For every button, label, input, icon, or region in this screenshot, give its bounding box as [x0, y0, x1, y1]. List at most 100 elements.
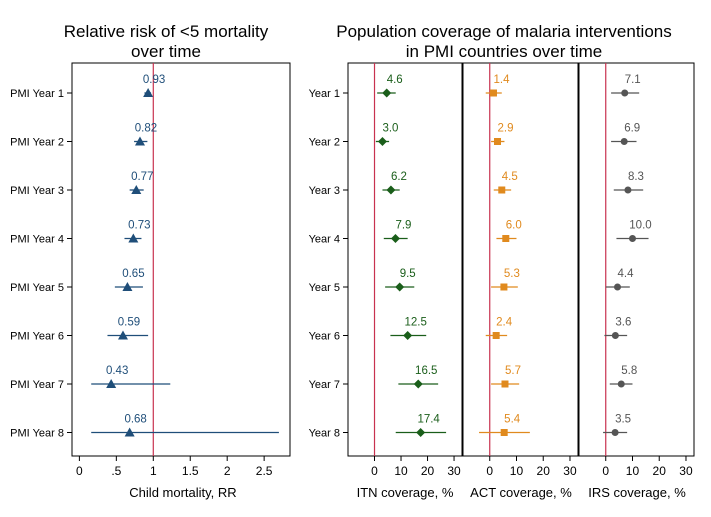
irs-point — [624, 186, 632, 194]
act-plot-frame — [462, 62, 579, 457]
right-category-label: Year 7 — [309, 379, 340, 391]
itn-value-label: 17.4 — [417, 414, 440, 426]
act-point — [502, 235, 510, 242]
right-category-label: Year 5 — [309, 282, 340, 294]
itn-point — [416, 428, 426, 437]
act-value-label: 2.9 — [498, 123, 514, 135]
right-category-label: Year 3 — [309, 185, 340, 197]
act-point — [498, 186, 506, 194]
relative-risk-panel: Relative risk of <5 mortality over time … — [10, 22, 291, 500]
rr-value-label: 0.59 — [118, 317, 140, 329]
irs-x-tick-label: 30 — [679, 464, 693, 478]
left-x-tick-label: 1 — [150, 464, 157, 478]
act-value-label: 5.3 — [504, 268, 520, 280]
act-point — [501, 380, 509, 388]
itn-value-label: 12.5 — [404, 317, 426, 329]
rr-value-label: 0.93 — [143, 74, 165, 86]
rr-value-label: 0.68 — [124, 414, 146, 426]
left-x-tick-label: 1.5 — [182, 464, 199, 478]
left-category-label: PMI Year 7 — [10, 379, 64, 391]
act-x-tick-label: 30 — [563, 464, 577, 478]
irs-point — [611, 429, 619, 436]
itn-point — [377, 137, 387, 146]
itn-value-label: 16.5 — [415, 365, 437, 377]
irs-x-tick-label: 10 — [626, 464, 640, 478]
itn-plot-frame — [347, 62, 463, 457]
itn-point — [395, 282, 405, 292]
left-x-tick-label: 0 — [76, 464, 83, 478]
irs-point — [617, 380, 625, 388]
irs-point — [611, 332, 619, 339]
right-category-label: Year 6 — [309, 331, 340, 343]
act-value-label: 4.5 — [502, 171, 518, 183]
irs-point — [621, 89, 629, 97]
left-category-label: PMI Year 5 — [10, 282, 64, 294]
irs-plot-frame — [578, 62, 695, 457]
rr-point — [134, 136, 145, 146]
irs-value-label: 6.9 — [624, 123, 640, 135]
act-point — [500, 429, 508, 436]
right-chart-title-line-2: in PMI countries over time — [406, 42, 603, 61]
act-value-label: 6.0 — [506, 220, 522, 232]
left-category-label: PMI Year 6 — [10, 331, 64, 343]
irs-value-label: 5.8 — [621, 365, 637, 377]
rr-point — [106, 379, 117, 388]
itn-x-tick-label: 30 — [447, 464, 461, 478]
irs-point — [620, 138, 628, 145]
irs-x-axis-label: IRS coverage, % — [588, 485, 686, 500]
left-category-label: PMI Year 4 — [10, 234, 64, 246]
rr-point — [131, 185, 142, 194]
act-point — [494, 138, 501, 145]
act-x-tick-label: 0 — [486, 464, 493, 478]
irs-value-label: 4.4 — [618, 268, 635, 280]
left-plot-frame — [71, 62, 291, 457]
itn-x-tick-label: 20 — [421, 464, 435, 478]
right-category-label: Year 2 — [309, 137, 340, 149]
left-x-axis-label: Child mortality, RR — [129, 485, 236, 500]
irs-point — [614, 283, 622, 291]
act-value-label: 5.4 — [504, 414, 521, 426]
act-value-label: 5.7 — [505, 365, 521, 377]
act-x-tick-label: 10 — [510, 464, 524, 478]
right-category-label: Year 1 — [309, 88, 340, 100]
left-category-label: PMI Year 1 — [10, 88, 64, 100]
irs-value-label: 8.3 — [628, 171, 644, 183]
rr-point — [117, 330, 128, 340]
itn-point — [403, 331, 413, 340]
itn-value-label: 6.2 — [391, 171, 407, 183]
left-category-label: PMI Year 3 — [10, 185, 64, 197]
rr-point — [143, 88, 154, 97]
act-x-axis-label: ACT coverage, % — [470, 485, 572, 500]
itn-point — [390, 234, 400, 243]
act-x-tick-label: 20 — [537, 464, 551, 478]
irs-x-tick-label: 0 — [602, 464, 609, 478]
right-chart-title-line-1: Population coverage of malaria intervent… — [336, 22, 671, 41]
act-point — [500, 283, 508, 291]
act-point — [489, 89, 497, 97]
right-category-label: Year 8 — [309, 428, 340, 440]
right-category-label: Year 4 — [309, 234, 340, 246]
itn-value-label: 4.6 — [387, 74, 403, 86]
left-x-tick-label: .5 — [111, 464, 121, 478]
rr-value-label: 0.82 — [135, 123, 157, 135]
left-x-tick-label: 2 — [224, 464, 231, 478]
irs-x-tick-label: 20 — [653, 464, 667, 478]
left-x-tick-label: 2.5 — [256, 464, 273, 478]
rr-value-label: 0.73 — [128, 220, 150, 232]
irs-point — [628, 235, 636, 242]
itn-x-tick-label: 10 — [394, 464, 408, 478]
itn-value-label: 7.9 — [395, 220, 411, 232]
rr-value-label: 0.77 — [131, 171, 153, 183]
left-category-label: PMI Year 8 — [10, 428, 64, 440]
act-point — [492, 332, 500, 339]
rr-point — [122, 282, 133, 291]
rr-value-label: 0.43 — [106, 365, 128, 377]
act-value-label: 2.4 — [496, 317, 513, 329]
rr-value-label: 0.65 — [122, 268, 144, 280]
coverage-panel: Population coverage of malaria intervent… — [309, 22, 695, 500]
itn-x-tick-label: 0 — [371, 464, 378, 478]
rr-point — [124, 427, 135, 437]
irs-value-label: 7.1 — [625, 74, 641, 86]
itn-value-label: 3.0 — [382, 123, 398, 135]
left-chart-title-line-2: over time — [131, 42, 201, 61]
